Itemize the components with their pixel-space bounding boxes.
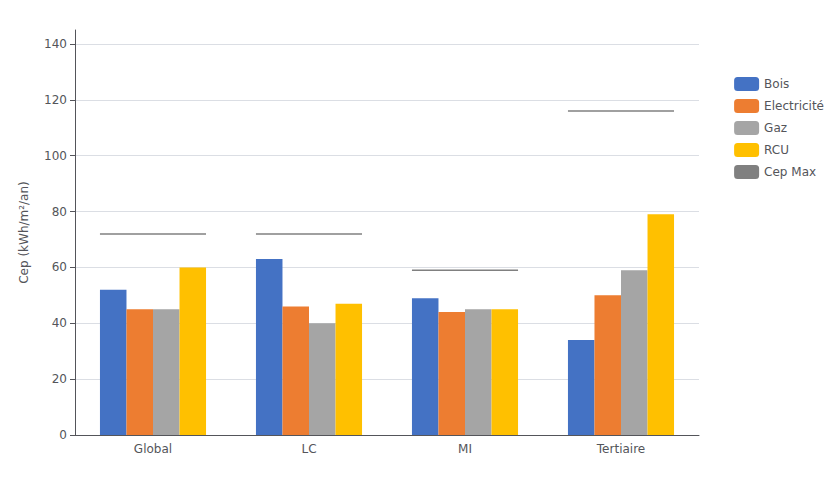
svg-text:120: 120 — [44, 93, 67, 107]
svg-text:100: 100 — [44, 149, 67, 163]
svg-text:80: 80 — [52, 205, 67, 219]
svg-text:RCU: RCU — [764, 143, 789, 157]
svg-text:Bois: Bois — [764, 77, 789, 91]
svg-text:LC: LC — [301, 442, 316, 456]
svg-text:60: 60 — [52, 260, 67, 274]
svg-text:Cep (kWh/m²/an): Cep (kWh/m²/an) — [17, 181, 31, 284]
svg-text:Gaz: Gaz — [764, 121, 787, 135]
svg-text:20: 20 — [52, 372, 67, 386]
svg-text:Tertiaire: Tertiaire — [596, 442, 645, 456]
svg-text:Cep Max: Cep Max — [764, 165, 816, 179]
svg-text:40: 40 — [52, 316, 67, 330]
svg-text:MI: MI — [458, 442, 472, 456]
svg-text:Electricité: Electricité — [764, 99, 824, 113]
svg-text:0: 0 — [59, 428, 67, 442]
svg-text:Global: Global — [134, 442, 172, 456]
svg-text:140: 140 — [44, 37, 67, 51]
